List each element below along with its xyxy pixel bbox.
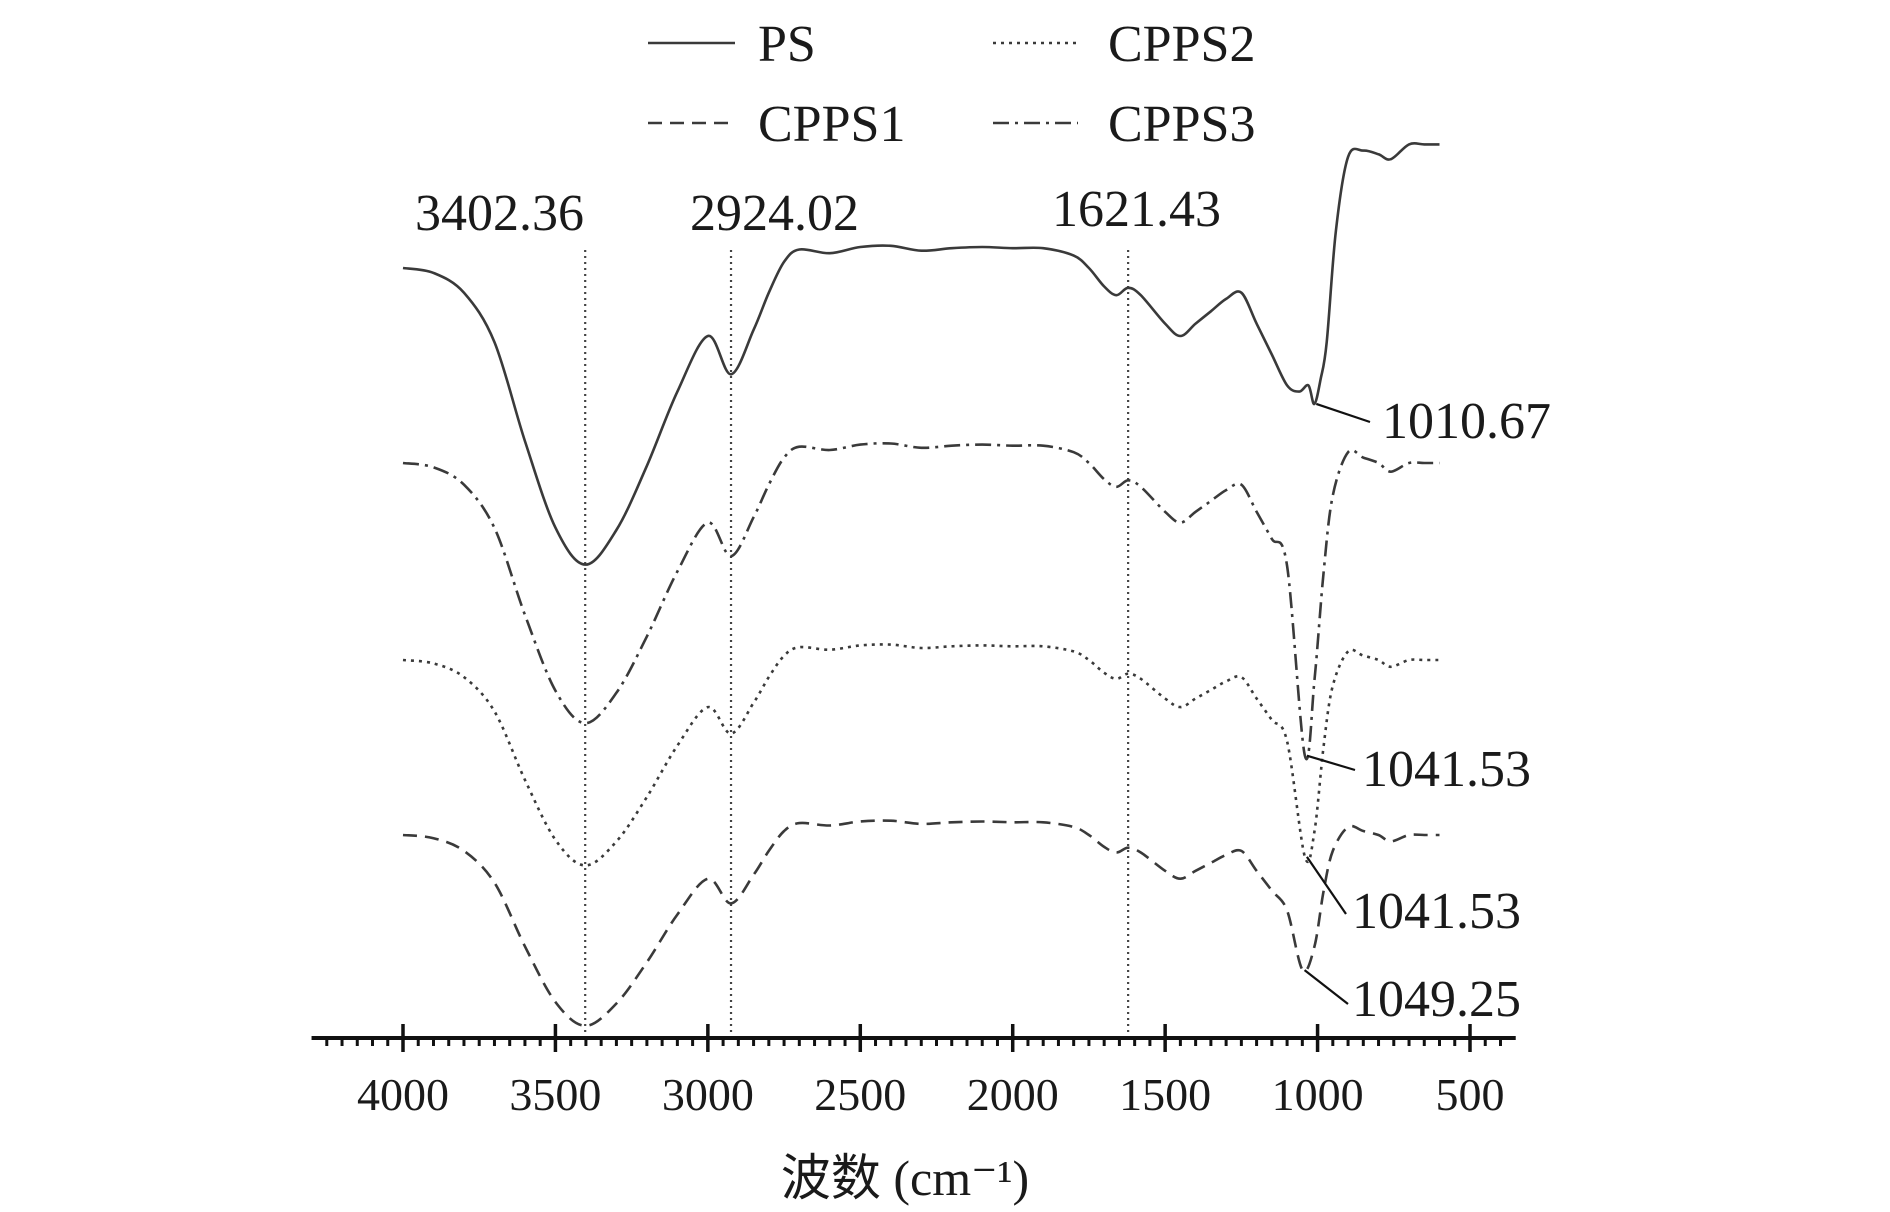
- reference-label: 3402.36: [415, 185, 584, 242]
- x-tick-label: 3500: [509, 1069, 601, 1120]
- x-tick-label: 2500: [814, 1069, 906, 1120]
- series-line-cpps1: [402, 819, 1440, 1028]
- peak-label: 1041.53: [1352, 883, 1521, 940]
- legend-label: CPPS2: [1108, 16, 1255, 73]
- peak-leader-line: [1303, 969, 1349, 1005]
- legend: PS CPPS2 CPPS1 CPPS3: [648, 16, 1255, 153]
- series-line-ps: [402, 142, 1440, 566]
- peak-leader-line: [1315, 402, 1371, 424]
- x-tick-label: 1500: [1119, 1069, 1211, 1120]
- peak-annotations: 1010.67 1041.53 1041.53 1049.25: [1303, 393, 1551, 1028]
- reference-label: 1621.43: [1052, 181, 1221, 238]
- x-tick-label: 2000: [967, 1069, 1059, 1120]
- peak-leader-line: [1306, 856, 1347, 915]
- series-line-cpps3: [402, 441, 1440, 761]
- x-axis: 4000 3500 3000 2500 2000 1500 1000 500: [311, 1024, 1516, 1120]
- reference-label: 2924.02: [690, 185, 859, 242]
- peak-label: 1049.25: [1352, 971, 1521, 1028]
- peak-leader-line: [1306, 754, 1356, 772]
- x-tick-label: 1000: [1272, 1069, 1364, 1120]
- series-lines: [402, 142, 1440, 1028]
- x-tick-label: 500: [1436, 1069, 1505, 1120]
- legend-label: CPPS1: [758, 96, 905, 153]
- reference-lines: 3402.36 2924.02 1621.43: [415, 181, 1221, 1036]
- peak-label: 1010.67: [1382, 393, 1551, 450]
- peak-label: 1041.53: [1362, 741, 1531, 798]
- x-axis-title: 波数 (cm⁻¹): [781, 1150, 1029, 1206]
- x-tick-label: 4000: [357, 1069, 449, 1120]
- legend-label: PS: [758, 16, 816, 73]
- x-tick-label: 3000: [662, 1069, 754, 1120]
- series-line-cpps2: [402, 643, 1440, 867]
- legend-label: CPPS3: [1108, 96, 1255, 153]
